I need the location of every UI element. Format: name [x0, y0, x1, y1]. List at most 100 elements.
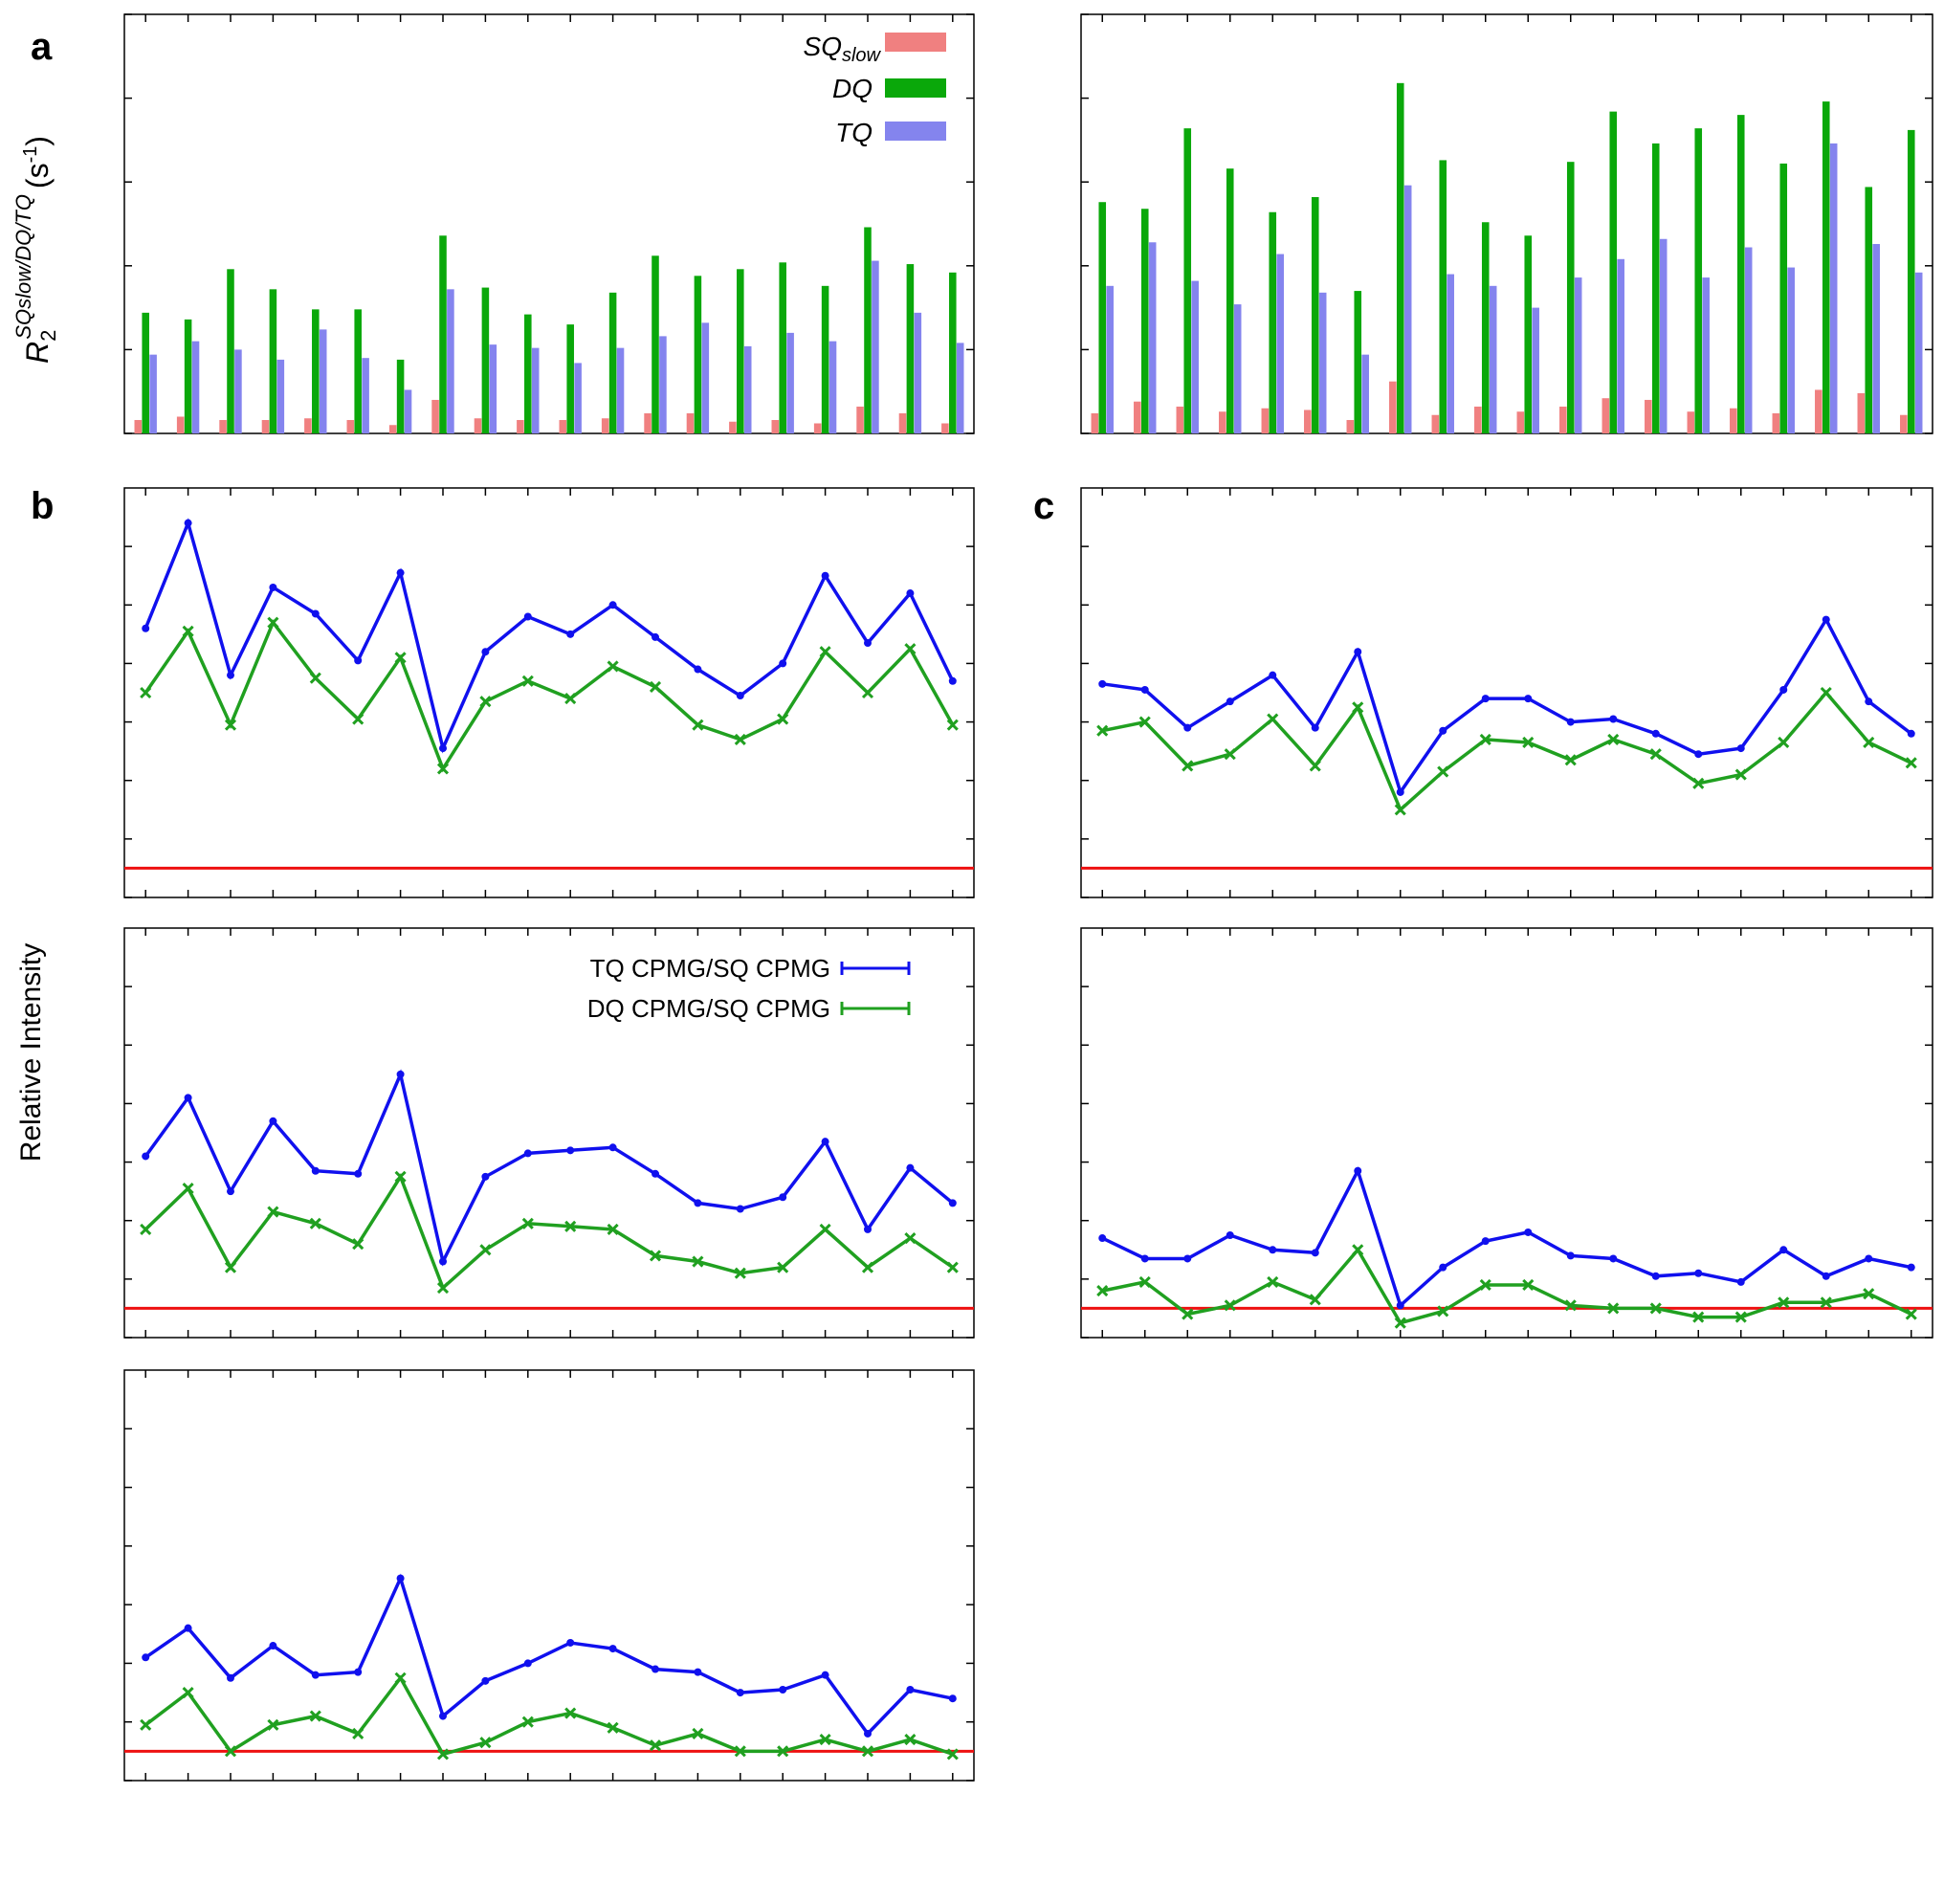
- point-tq: [736, 1689, 744, 1697]
- point-dq: [1649, 1302, 1662, 1315]
- bar-sq-slow: [1559, 406, 1567, 433]
- point-dq: [394, 1672, 407, 1684]
- point-dq: [1734, 768, 1747, 781]
- y-axis-label-relative-intensity: Relative Intensity: [15, 943, 47, 1162]
- point-tq: [354, 656, 363, 665]
- bar-tq: [1276, 254, 1284, 433]
- point-dq: [1224, 748, 1236, 761]
- point-tq: [142, 624, 150, 632]
- bar-tq: [1702, 277, 1710, 433]
- bar-tq: [872, 260, 879, 433]
- point-dq: [394, 1170, 407, 1183]
- point-tq: [779, 1193, 787, 1202]
- point-dq: [904, 643, 917, 655]
- point-dq: [309, 1217, 321, 1229]
- legend-tq-cpmg-label: TQ CPMG/SQ CPMG: [590, 954, 830, 983]
- bar-dq: [439, 235, 447, 433]
- point-tq: [354, 1668, 363, 1676]
- point-tq: [1226, 697, 1234, 706]
- point-dq: [436, 1748, 450, 1760]
- bar-dq: [1140, 209, 1149, 433]
- point-dq: [521, 1716, 534, 1728]
- bar-sq-slow: [601, 418, 609, 433]
- point-tq: [864, 639, 872, 648]
- bar-dq: [694, 276, 702, 433]
- bar-tq: [447, 289, 454, 433]
- point-dq: [777, 1745, 789, 1758]
- point-tq: [311, 609, 320, 618]
- point-tq: [948, 1694, 957, 1703]
- point-dq: [1905, 757, 1917, 769]
- bar-dq: [396, 359, 405, 433]
- point-tq: [1779, 1246, 1788, 1254]
- point-tq: [948, 676, 957, 685]
- bar-tq: [276, 359, 285, 433]
- point-tq: [566, 630, 575, 638]
- point-tq: [1651, 729, 1660, 738]
- bar-tq: [1447, 274, 1454, 433]
- point-dq: [1309, 760, 1321, 772]
- bar-dq: [1566, 162, 1575, 433]
- bar-dq: [821, 285, 829, 433]
- bar-tq: [1744, 247, 1753, 433]
- bar-dq: [1736, 115, 1745, 434]
- point-dq: [692, 1255, 704, 1268]
- point-dq: [946, 719, 959, 731]
- chart-c-reference: [1080, 487, 1933, 898]
- bar-dq: [1396, 82, 1404, 433]
- bar-tq: [1787, 267, 1795, 433]
- panel-label-c: c: [1033, 485, 1054, 527]
- legend-line: TQ CPMG/SQ CPMG DQ CPMG/SQ CPMG: [587, 954, 911, 1023]
- bar-dq: [1354, 291, 1362, 433]
- chart-b-trelax-10: [123, 927, 975, 1339]
- bar-tq: [191, 341, 200, 433]
- point-tq: [1822, 615, 1830, 624]
- point-tq: [1354, 1166, 1362, 1175]
- point-dq: [819, 1223, 831, 1235]
- point-dq: [267, 1206, 279, 1218]
- bar-dq: [1822, 101, 1830, 433]
- point-dq: [946, 1261, 959, 1273]
- point-dq: [1820, 1296, 1832, 1309]
- bar-tq: [1106, 285, 1114, 433]
- point-tq: [821, 571, 829, 580]
- bar-dq: [524, 314, 532, 433]
- point-dq: [1138, 716, 1151, 728]
- bar-sq-slow: [1134, 401, 1141, 433]
- point-dq: [946, 1748, 959, 1760]
- point-dq: [904, 1231, 917, 1245]
- y-axis-label-r2: R2SQslow/DQ/TQ(s-1): [11, 136, 60, 364]
- bar-tq: [1574, 277, 1582, 433]
- point-tq: [652, 632, 659, 641]
- point-tq: [1396, 1301, 1404, 1310]
- bar-sq-slow: [1516, 411, 1525, 433]
- point-tq: [184, 1624, 192, 1632]
- point-dq: [564, 693, 577, 705]
- plot-frame: [123, 13, 975, 434]
- bar-dq: [1311, 196, 1319, 433]
- chart-b-trelax-20: [123, 1369, 975, 1782]
- point-dq: [692, 719, 704, 731]
- point-tq: [1865, 697, 1873, 706]
- bar-sq-slow: [474, 418, 482, 433]
- bar-sq-slow: [559, 419, 567, 433]
- point-tq: [864, 1729, 872, 1738]
- bar-tq: [828, 341, 837, 433]
- point-tq: [481, 648, 490, 656]
- series-line-tq: [144, 518, 955, 754]
- bar-sq-slow: [729, 421, 737, 433]
- bar-sq-slow: [898, 412, 907, 433]
- bar-dq: [1907, 129, 1915, 433]
- bar-tq: [1532, 307, 1539, 433]
- bar-dq: [269, 289, 277, 433]
- point-tq: [1609, 1254, 1618, 1263]
- point-tq: [1524, 695, 1533, 703]
- point-dq: [777, 1261, 789, 1273]
- bar-dq: [227, 269, 234, 433]
- point-dq: [734, 1745, 746, 1758]
- bar-sq-slow: [219, 419, 227, 433]
- bar-tq: [659, 336, 667, 433]
- bar-sq-slow: [813, 423, 822, 433]
- bar-tq: [1233, 304, 1242, 433]
- point-dq: [607, 1223, 619, 1235]
